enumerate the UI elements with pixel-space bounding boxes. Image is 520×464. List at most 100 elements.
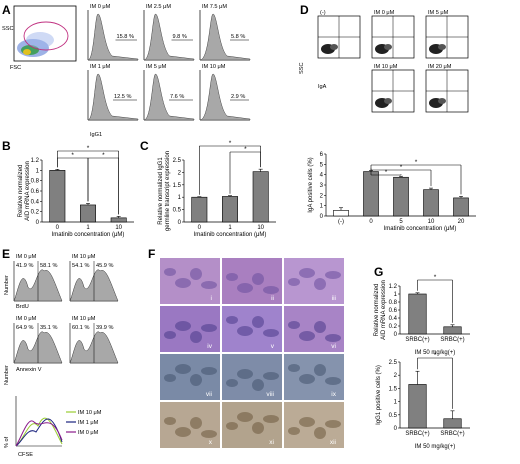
- tissue-region: [288, 364, 300, 372]
- panel-letter-a: A: [2, 3, 11, 17]
- histogram-curve: [143, 13, 195, 61]
- tissue-region: [175, 364, 191, 374]
- bar: [333, 210, 349, 217]
- cell-cluster: [330, 44, 338, 50]
- y-axis-label: IgG1 positive cells (%): [376, 365, 382, 425]
- gate-percent-left: 60.1 %: [72, 325, 89, 331]
- x-tick-label: (-): [338, 219, 344, 225]
- flow-title: IM 5 μM: [428, 10, 449, 16]
- tissue-region: [325, 377, 341, 385]
- tissue-region: [201, 430, 217, 438]
- bar: [408, 384, 427, 429]
- tissue-region: [252, 422, 264, 434]
- x-axis-label: IM 50 mg/kg(+): [415, 350, 456, 356]
- cell-cluster: [384, 44, 392, 50]
- bar: [80, 204, 96, 223]
- tile-label: ii: [271, 295, 274, 302]
- tissue-region: [299, 374, 315, 384]
- x-tick-label: SRBC(+): [440, 337, 464, 343]
- bar: [191, 196, 208, 223]
- cell-cluster: [384, 98, 392, 104]
- x-tick-label: 0: [369, 219, 373, 225]
- y-tick-label: 1.2: [389, 284, 398, 290]
- tile-label: iv: [207, 343, 212, 350]
- y-tick-label: 0: [394, 332, 398, 338]
- tile-label: iii: [332, 295, 336, 302]
- gate-percent: 5.8 %: [231, 34, 245, 40]
- tissue-region: [237, 412, 253, 422]
- gate-percent: 15.8 %: [117, 34, 134, 40]
- bar: [453, 197, 469, 217]
- histogram-title: IM 0 μM: [90, 4, 111, 10]
- tissue-region: [164, 374, 176, 382]
- iga-flow-grid: (-) IM 0 μM IM 5 μM IM 10 μM IM 20 μM: [317, 10, 469, 113]
- tissue-region: [164, 331, 176, 339]
- tissue-region: [175, 427, 191, 437]
- y-axis-label: Relative normalizedAID mRNA expression: [374, 280, 387, 340]
- panel-letter-c: C: [140, 139, 149, 153]
- panel-g-igg1-chart: 0 0.5 1 1.5 2 2.5 SRBC(+) SRBC(+) IM 50 mg/kg(+)…: [376, 352, 470, 450]
- pct-of-label: % of: [4, 436, 10, 448]
- scatter-x-label: FSC: [10, 65, 21, 71]
- tissue-region: [190, 331, 202, 343]
- y-axis-label: Relative normalized IgG1germline transcr…: [158, 151, 171, 231]
- legend-label: IM 10 μM: [78, 410, 102, 416]
- number-label: Number: [4, 365, 10, 385]
- bar: [110, 217, 127, 223]
- tissue-region: [288, 278, 300, 286]
- tissue-region: [237, 369, 253, 379]
- tissue-region: [164, 417, 176, 425]
- tissue-region: [314, 427, 326, 439]
- tissue-region: [237, 283, 253, 293]
- y-tick-label: 3: [320, 183, 324, 189]
- bar: [408, 293, 427, 335]
- number-label: Number: [4, 275, 10, 295]
- histogram-title: IM 1 μM: [90, 64, 111, 70]
- y-tick-label: 1.5: [389, 386, 398, 392]
- histogram-curve: [199, 73, 251, 121]
- cfse-curve: [15, 417, 63, 447]
- panel-letter-e: E: [2, 247, 10, 261]
- tissue-region: [237, 326, 253, 336]
- bar: [443, 418, 462, 429]
- bar: [423, 189, 439, 217]
- histogram-title: IM 2.5 μM: [146, 4, 171, 10]
- x-axis-label: Imatinib concentration (μM): [384, 226, 457, 232]
- histogram-title: IM 5 μM: [146, 64, 167, 70]
- panel-a: SSC FSC IM 0 μM 15.8 % IM 2.5 μM 9.8 % IM 7.…: [2, 4, 251, 138]
- tissue-region: [263, 286, 279, 294]
- cfse-label: CFSE: [18, 452, 33, 458]
- panel-letter-b: B: [2, 139, 11, 153]
- e-column-title: IM 0 μM: [16, 254, 37, 260]
- tissue-region: [288, 321, 300, 329]
- x-tick-label: 10: [257, 225, 264, 231]
- annexin-label: Annexin V: [16, 367, 42, 373]
- y-tick-label: 0: [178, 220, 182, 226]
- bar: [363, 171, 379, 217]
- panel-d: (-) IM 0 μM IM 5 μM IM 10 μM IM 20 μM SSC Ig…: [299, 10, 476, 232]
- bar: [393, 176, 409, 217]
- flow-title: IM 10 μM: [374, 64, 398, 70]
- tissue-region: [314, 278, 326, 290]
- bar: [49, 170, 66, 223]
- y-tick-label: 0.6: [31, 189, 40, 195]
- x-axis-label: Imatinib concentration (μM): [52, 232, 125, 238]
- y-tick-label: 0: [394, 426, 398, 432]
- tissue-region: [190, 417, 202, 429]
- y-tick-label: 0.8: [389, 300, 398, 306]
- x-tick-label: 10: [428, 219, 435, 225]
- tissue-region: [299, 417, 315, 427]
- tile-label: xii: [330, 439, 336, 446]
- tile-label: x: [209, 439, 213, 446]
- tissue-region: [190, 374, 202, 386]
- tile-label: vi: [331, 343, 336, 350]
- y-tick-label: 0.5: [173, 208, 182, 214]
- significance-star: *: [229, 140, 232, 147]
- panel-letter-f: F: [148, 247, 155, 261]
- tissue-region: [190, 268, 202, 280]
- significance-star: *: [102, 152, 105, 159]
- brdu-label: BrdU: [16, 304, 29, 310]
- significance-star: *: [434, 352, 437, 359]
